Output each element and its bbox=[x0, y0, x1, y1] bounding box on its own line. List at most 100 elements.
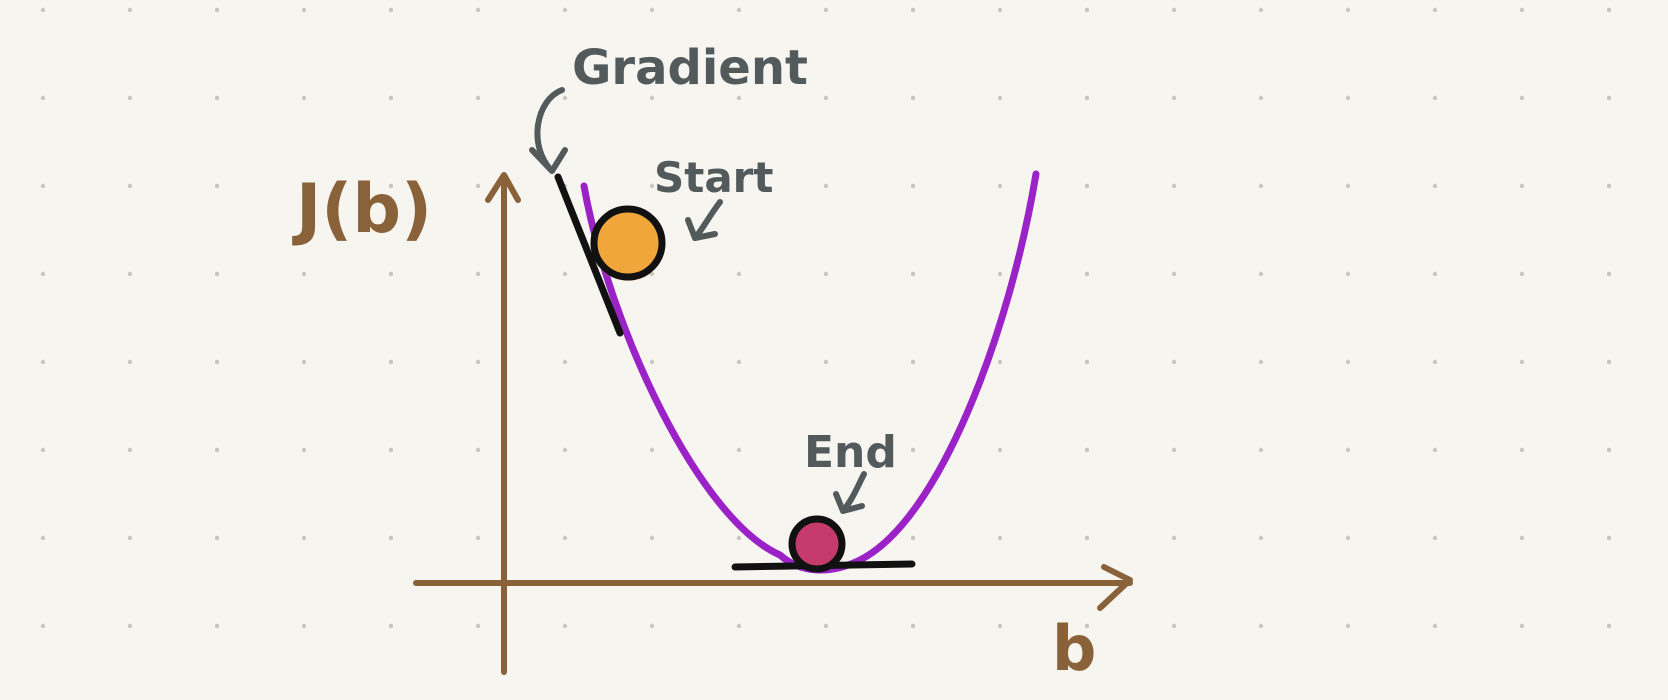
grid-dot bbox=[388, 7, 394, 13]
grid-dot bbox=[1345, 271, 1351, 277]
grid-dot bbox=[1171, 447, 1177, 453]
grid-dot bbox=[214, 623, 220, 629]
grid-dot bbox=[997, 95, 1003, 101]
grid-dot bbox=[1432, 95, 1438, 101]
grid-dot bbox=[301, 359, 307, 365]
grid-dot bbox=[562, 95, 568, 101]
grid-dot bbox=[388, 623, 394, 629]
grid-dot bbox=[475, 271, 481, 277]
grid-dot bbox=[562, 447, 568, 453]
grid-dot bbox=[475, 623, 481, 629]
grid-dot bbox=[736, 359, 742, 365]
grid-dot bbox=[1345, 183, 1351, 189]
grid-dot bbox=[910, 623, 916, 629]
grid-dot bbox=[475, 95, 481, 101]
grid-dot bbox=[214, 95, 220, 101]
grid-dot bbox=[562, 623, 568, 629]
grid-dot bbox=[1258, 183, 1264, 189]
grid-dot bbox=[127, 447, 133, 453]
grid-dot bbox=[1606, 623, 1612, 629]
grid-dot bbox=[1345, 359, 1351, 365]
grid-dot bbox=[910, 183, 916, 189]
grid-dot bbox=[1519, 7, 1525, 13]
grid-dot bbox=[823, 7, 829, 13]
grid-dot bbox=[997, 535, 1003, 541]
grid-dot bbox=[475, 535, 481, 541]
grid-dot bbox=[910, 447, 916, 453]
grid-dot bbox=[388, 183, 394, 189]
grid-dot bbox=[736, 183, 742, 189]
grid-dot bbox=[562, 271, 568, 277]
grid-dot bbox=[1432, 183, 1438, 189]
start-annotation: Start bbox=[654, 153, 773, 202]
grid-dot bbox=[214, 183, 220, 189]
gradient-annotation: Gradient bbox=[572, 40, 808, 96]
grid-dot bbox=[823, 359, 829, 365]
grid-dot bbox=[1084, 359, 1090, 365]
grid-dot bbox=[910, 95, 916, 101]
grid-dot bbox=[1432, 623, 1438, 629]
grid-dot bbox=[736, 535, 742, 541]
grid-dot bbox=[127, 535, 133, 541]
grid-dot bbox=[127, 271, 133, 277]
start-tangent-line bbox=[554, 173, 624, 337]
grid-dot bbox=[649, 95, 655, 101]
dot-grid bbox=[40, 7, 1612, 629]
grid-dot bbox=[1084, 95, 1090, 101]
grid-dot bbox=[475, 183, 481, 189]
grid-dot bbox=[1345, 95, 1351, 101]
grid-dot bbox=[823, 183, 829, 189]
grid-dot bbox=[40, 7, 46, 13]
grid-dot bbox=[1519, 447, 1525, 453]
grid-dot bbox=[127, 95, 133, 101]
grid-dot bbox=[388, 271, 394, 277]
grid-dot bbox=[301, 623, 307, 629]
grid-dot bbox=[214, 7, 220, 13]
grid-dot bbox=[214, 535, 220, 541]
grid-dot bbox=[40, 623, 46, 629]
grid-dot bbox=[1258, 95, 1264, 101]
grid-dot bbox=[1519, 535, 1525, 541]
grid-dot bbox=[1258, 535, 1264, 541]
grid-dot bbox=[649, 535, 655, 541]
y-axis bbox=[485, 172, 521, 675]
grid-dot bbox=[127, 183, 133, 189]
grid-dot bbox=[1258, 359, 1264, 365]
grid-dot bbox=[649, 623, 655, 629]
grid-dot bbox=[1084, 183, 1090, 189]
end-annotation-arrow bbox=[833, 471, 867, 514]
grid-dot bbox=[1258, 7, 1264, 13]
grid-dot bbox=[649, 183, 655, 189]
grid-dot bbox=[1606, 359, 1612, 365]
grid-dot bbox=[910, 7, 916, 13]
x-axis-label: b bbox=[1052, 612, 1096, 685]
grid-dot bbox=[388, 447, 394, 453]
grid-dot bbox=[1084, 271, 1090, 277]
grid-dot bbox=[1084, 623, 1090, 629]
grid-dot bbox=[1258, 447, 1264, 453]
grid-dot bbox=[1432, 535, 1438, 541]
grid-dot bbox=[1519, 271, 1525, 277]
grid-dot bbox=[301, 7, 307, 13]
grid-dot bbox=[388, 359, 394, 365]
grid-dot bbox=[1258, 623, 1264, 629]
grid-dot bbox=[1171, 359, 1177, 365]
grid-dot bbox=[1171, 271, 1177, 277]
grid-dot bbox=[997, 623, 1003, 629]
grid-dot bbox=[736, 7, 742, 13]
grid-dot bbox=[997, 271, 1003, 277]
grid-dot bbox=[475, 447, 481, 453]
grid-dot bbox=[1345, 447, 1351, 453]
grid-dot bbox=[562, 535, 568, 541]
grid-dot bbox=[823, 447, 829, 453]
grid-dot bbox=[997, 183, 1003, 189]
grid-dot bbox=[1171, 7, 1177, 13]
grid-dot bbox=[127, 7, 133, 13]
x-axis bbox=[413, 564, 1133, 611]
grid-dot bbox=[388, 95, 394, 101]
grid-dot bbox=[475, 359, 481, 365]
end-ball bbox=[788, 515, 846, 573]
grid-dot bbox=[301, 535, 307, 541]
